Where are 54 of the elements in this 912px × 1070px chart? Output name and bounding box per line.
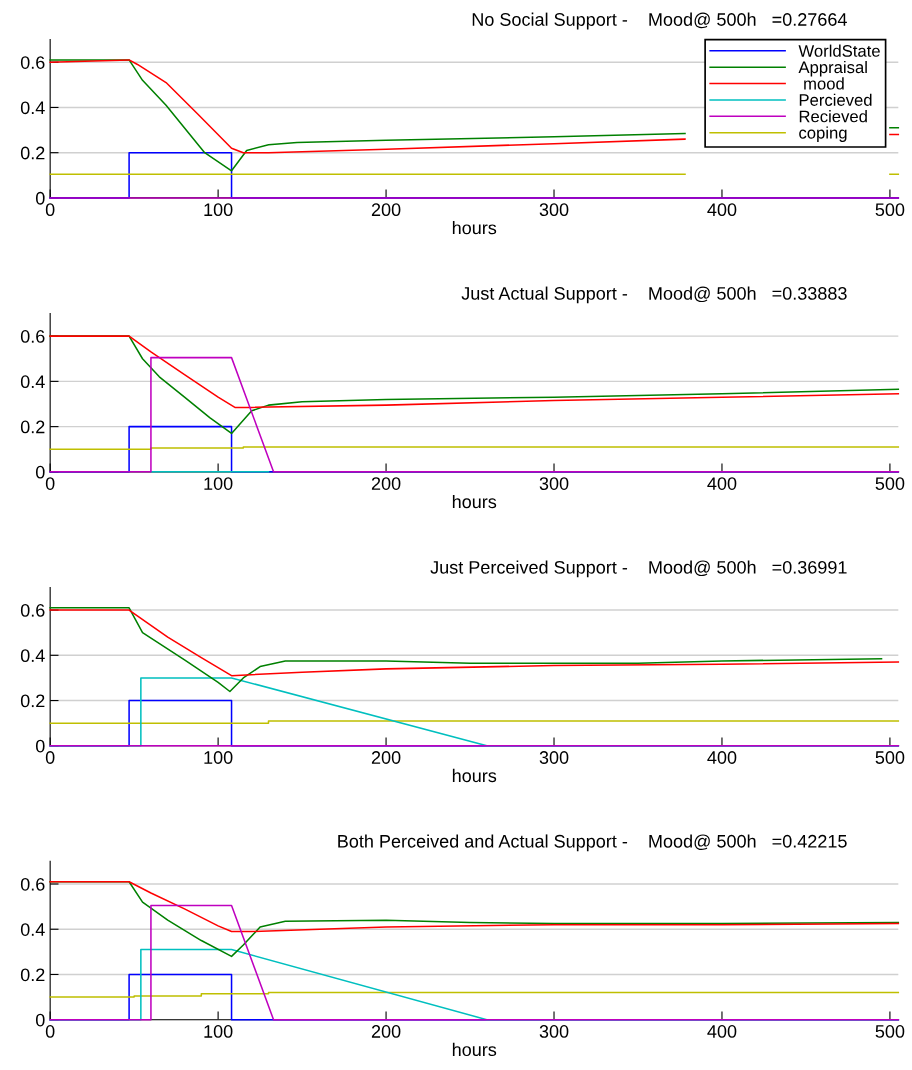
x-tick-label: 0 [45,751,55,764]
legend-label: Appraisal [798,60,867,77]
x-tick-label: 500 [875,751,905,764]
x-axis-title: hours [452,221,497,235]
y-tick-label: 0.2 [20,146,45,160]
y-tick-label: 0.4 [20,375,45,389]
x-tick-label: 300 [539,203,569,217]
x-axis-title: hours [452,494,497,509]
x-tick-label: 200 [371,203,401,217]
x-tick-label: 300 [539,477,569,490]
x-tick-label: 400 [707,1025,737,1038]
x-tick-label: 100 [204,751,233,764]
y-tick-label: 0 [35,739,45,753]
x-tick-label: 200 [371,477,401,490]
legend-label: WorldState [798,44,880,57]
x-tick-label: 200 [371,751,401,764]
y-tick-label: 0.2 [20,968,45,982]
x-axis-title: hours [452,1042,497,1057]
x-tick-label: 200 [371,1025,401,1038]
chart-title: No Social Support - Mood@ 500h =0.27664 [472,12,847,30]
x-tick-label: 500 [875,203,905,217]
legend-label: Percieved [799,93,872,106]
y-tick-label: 0.4 [20,101,45,115]
y-tick-label: 0.6 [20,604,45,617]
y-tick-label: 0.4 [20,649,45,663]
x-tick-label: 400 [707,477,737,490]
chart-title: Both Perceived and Actual Support - Mood@ 500h =0.42215 [338,834,847,852]
y-tick-label: 0.2 [20,420,45,434]
x-tick-label: 400 [707,751,737,764]
x-tick-label: 500 [875,477,905,490]
y-tick-label: 0 [35,465,45,479]
legend-label: coping [799,126,847,142]
legend-label: Recieved [799,110,867,123]
chart-title: Just Actual Support - Mood@ 500h =0.33883 [461,286,847,304]
y-tick-label: 0 [35,1013,45,1027]
y-tick-label: 0.4 [20,923,45,936]
y-tick-label: 0.6 [20,877,45,891]
x-tick-label: 400 [707,203,737,217]
x-tick-label: 300 [539,1025,569,1038]
y-tick-label: 0.6 [20,56,45,69]
x-tick-label: 100 [204,1025,233,1038]
y-tick-label: 0.6 [20,330,45,343]
x-tick-label: 100 [204,203,233,217]
x-tick-label: 0 [45,477,55,490]
legend-label: mood [804,77,844,90]
x-tick-label: 0 [45,203,55,217]
x-tick-label: 300 [539,751,569,764]
chart-title: Just Perceived Support - Mood@ 500h =0.36991 [430,560,847,578]
x-tick-label: 0 [45,1025,55,1038]
x-tick-label: 500 [875,1025,905,1038]
y-tick-label: 0.2 [20,694,45,708]
x-axis-title: hours [452,768,497,783]
y-tick-label: 0 [35,191,45,205]
x-tick-label: 100 [204,477,233,490]
